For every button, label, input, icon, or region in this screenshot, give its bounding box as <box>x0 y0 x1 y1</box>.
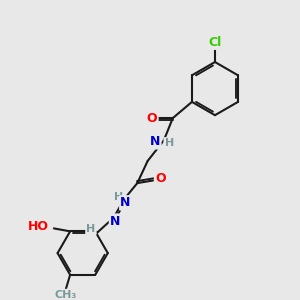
Text: CH₃: CH₃ <box>55 290 77 300</box>
Text: N: N <box>110 215 120 228</box>
Text: N: N <box>120 196 131 209</box>
Text: Cl: Cl <box>208 36 222 49</box>
Text: H: H <box>114 192 123 202</box>
Text: O: O <box>155 172 166 185</box>
Text: O: O <box>147 112 158 124</box>
Text: H: H <box>86 224 96 234</box>
Text: H: H <box>165 138 174 148</box>
Text: N: N <box>150 135 160 148</box>
Text: HO: HO <box>28 220 49 233</box>
